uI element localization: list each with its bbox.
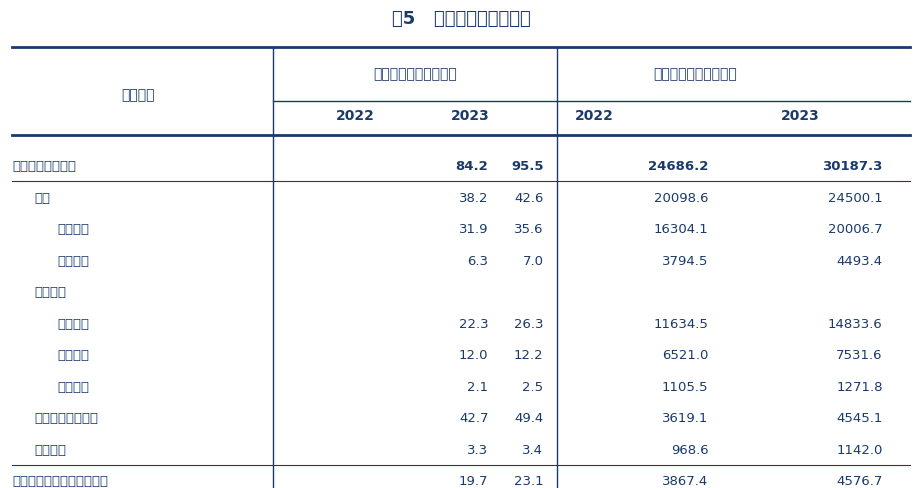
Text: 6521.0: 6521.0 xyxy=(662,349,708,362)
Text: 2022: 2022 xyxy=(574,109,613,123)
Text: 12.2: 12.2 xyxy=(514,349,543,362)
Text: 2.5: 2.5 xyxy=(523,381,543,394)
Text: 二级医院: 二级医院 xyxy=(58,349,89,362)
Text: 3.3: 3.3 xyxy=(467,444,489,457)
Text: 26.3: 26.3 xyxy=(514,318,543,330)
Text: 42.6: 42.6 xyxy=(514,191,543,204)
Text: 基层医疗卫生机构: 基层医疗卫生机构 xyxy=(35,412,99,425)
Text: 机构类别: 机构类别 xyxy=(122,88,155,102)
Text: 42.7: 42.7 xyxy=(459,412,489,425)
Text: 4576.7: 4576.7 xyxy=(836,475,882,488)
Text: 38.2: 38.2 xyxy=(459,191,489,204)
Text: 1271.8: 1271.8 xyxy=(836,381,882,394)
Text: 公立医院: 公立医院 xyxy=(58,223,89,236)
Text: 三级医院: 三级医院 xyxy=(58,318,89,330)
Text: 7531.6: 7531.6 xyxy=(836,349,882,362)
Text: 4545.1: 4545.1 xyxy=(836,412,882,425)
Text: 31.9: 31.9 xyxy=(459,223,489,236)
Text: 968.6: 968.6 xyxy=(671,444,708,457)
Text: 2023: 2023 xyxy=(781,109,820,123)
Text: 其他机构: 其他机构 xyxy=(35,444,67,457)
Text: 95.5: 95.5 xyxy=(511,160,543,173)
Text: 35.6: 35.6 xyxy=(514,223,543,236)
Text: 医院中：: 医院中： xyxy=(35,286,67,299)
Text: 2.1: 2.1 xyxy=(467,381,489,394)
Text: 1142.0: 1142.0 xyxy=(836,444,882,457)
Text: 表5   全国医疗服务工作量: 表5 全国医疗服务工作量 xyxy=(392,10,530,28)
Text: 3619.1: 3619.1 xyxy=(662,412,708,425)
Text: 合计中：非公医疗卫生机构: 合计中：非公医疗卫生机构 xyxy=(12,475,108,488)
Text: 12.0: 12.0 xyxy=(459,349,489,362)
Text: 11634.5: 11634.5 xyxy=(654,318,708,330)
Text: 民营医院: 民营医院 xyxy=(58,255,89,267)
Text: 2023: 2023 xyxy=(451,109,490,123)
Text: 14833.6: 14833.6 xyxy=(828,318,882,330)
Text: 20098.6: 20098.6 xyxy=(654,191,708,204)
Text: 7.0: 7.0 xyxy=(523,255,543,267)
Text: 16304.1: 16304.1 xyxy=(654,223,708,236)
Text: 22.3: 22.3 xyxy=(459,318,489,330)
Text: 医院: 医院 xyxy=(35,191,51,204)
Text: 30187.3: 30187.3 xyxy=(822,160,882,173)
Text: 49.4: 49.4 xyxy=(514,412,543,425)
Text: 6.3: 6.3 xyxy=(467,255,489,267)
Text: 3867.4: 3867.4 xyxy=(662,475,708,488)
Text: 医疗卫生机构合计: 医疗卫生机构合计 xyxy=(12,160,76,173)
Text: 84.2: 84.2 xyxy=(455,160,489,173)
Text: 24686.2: 24686.2 xyxy=(648,160,708,173)
Text: 2022: 2022 xyxy=(337,109,375,123)
Text: 24500.1: 24500.1 xyxy=(828,191,882,204)
Text: 19.7: 19.7 xyxy=(459,475,489,488)
Text: 3794.5: 3794.5 xyxy=(662,255,708,267)
Text: 4493.4: 4493.4 xyxy=(836,255,882,267)
Text: 1105.5: 1105.5 xyxy=(662,381,708,394)
Text: 诊疗人次数（亿人次）: 诊疗人次数（亿人次） xyxy=(373,68,457,81)
Text: 入院人次数（万人次）: 入院人次数（万人次） xyxy=(653,68,737,81)
Text: 20006.7: 20006.7 xyxy=(828,223,882,236)
Text: 23.1: 23.1 xyxy=(514,475,543,488)
Text: 3.4: 3.4 xyxy=(523,444,543,457)
Text: 一级医院: 一级医院 xyxy=(58,381,89,394)
